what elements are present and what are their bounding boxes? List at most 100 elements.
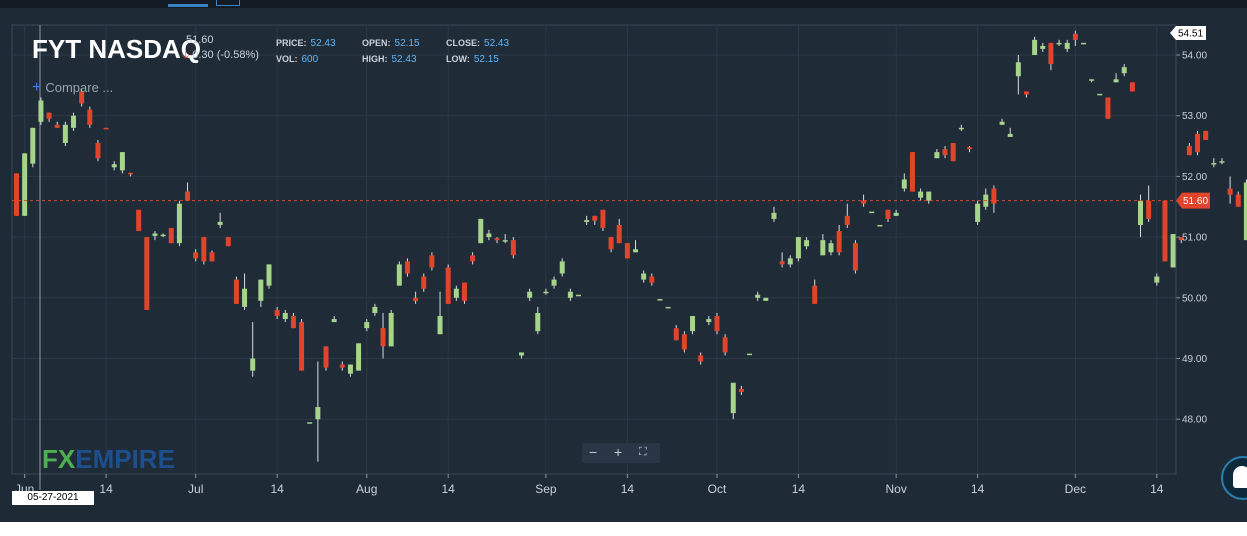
candle-body	[828, 243, 834, 253]
active-tab-indicator[interactable]	[168, 4, 208, 7]
candle	[543, 288, 549, 295]
candle	[136, 209, 142, 232]
x-tick-label: 14	[621, 482, 635, 496]
fullscreen-icon[interactable]: ⛶	[639, 446, 647, 458]
candle	[665, 306, 671, 309]
crosshair-date: 05-27-2021	[12, 491, 94, 505]
candle	[193, 249, 199, 262]
x-tick-label: Jul	[188, 482, 203, 496]
candle-body	[119, 152, 125, 171]
candle-body	[657, 299, 663, 301]
candle	[437, 291, 443, 335]
last-price: 51.60	[186, 34, 214, 46]
candle-body	[1227, 188, 1233, 195]
candle-body	[299, 322, 305, 371]
candle	[356, 343, 362, 371]
candle	[95, 139, 101, 162]
candle	[1105, 97, 1111, 119]
candle-body	[608, 237, 614, 250]
x-tick-label: 14	[442, 482, 456, 496]
candle	[600, 209, 606, 232]
close-field: CLOSE: 52.43	[446, 38, 509, 49]
candle-body	[510, 240, 516, 256]
y-tick-label: 54.00	[1182, 51, 1207, 62]
candle-body	[128, 172, 134, 175]
candle	[315, 361, 321, 462]
compare-button[interactable]: + Compare ...	[32, 79, 113, 97]
candle	[486, 229, 492, 241]
candle-body	[1186, 146, 1192, 156]
candle	[673, 325, 679, 341]
candle-body	[478, 218, 484, 244]
candle	[1170, 234, 1176, 268]
candle	[690, 316, 696, 335]
candle	[111, 161, 117, 171]
high-value: 52.43	[391, 54, 417, 65]
candles	[14, 30, 1247, 462]
candle	[413, 291, 419, 304]
candle-body	[79, 91, 85, 104]
candle	[478, 218, 484, 244]
candle-body	[747, 353, 753, 356]
candle	[893, 209, 899, 216]
x-tick-label: Nov	[885, 482, 906, 496]
candle-body	[168, 227, 174, 244]
candle-body	[706, 319, 712, 323]
candle-body	[445, 267, 451, 304]
candle-body	[193, 252, 199, 259]
candle	[421, 273, 427, 292]
bell-icon	[1233, 466, 1247, 488]
top-price-badge: 54.51	[1170, 26, 1206, 40]
candle-body	[1235, 194, 1241, 207]
candle-body	[787, 258, 793, 265]
open-field: OPEN: 52.15	[362, 38, 420, 49]
plot-area	[11, 24, 1177, 475]
candle	[722, 334, 728, 356]
candle	[331, 316, 337, 323]
zoom-out-button[interactable]: −	[589, 444, 598, 460]
candle-body	[54, 124, 60, 128]
candle	[1138, 194, 1144, 238]
candle-body	[600, 209, 606, 228]
candle-body	[307, 422, 313, 424]
candle-body	[518, 352, 524, 356]
candle-body	[1154, 276, 1160, 283]
candle	[347, 364, 353, 377]
candle	[584, 215, 590, 225]
candle	[958, 124, 964, 131]
zoom-in-button[interactable]: +	[614, 444, 623, 460]
low-field: LOW: 52.15	[446, 54, 499, 65]
x-tick-label: 14	[270, 482, 284, 496]
candle-body	[942, 149, 948, 156]
candle	[1113, 73, 1119, 83]
candle	[282, 309, 288, 323]
candle	[1146, 185, 1152, 222]
candle-body	[1162, 200, 1168, 262]
candle-body	[861, 200, 867, 204]
candle-body	[836, 231, 842, 253]
candle	[877, 224, 883, 227]
candle-body	[673, 328, 679, 341]
candle	[1211, 158, 1217, 168]
candle-body	[1023, 91, 1029, 95]
candle-body	[690, 316, 696, 332]
candle-body	[1048, 42, 1054, 65]
candle-body	[111, 164, 117, 168]
down-arrow-icon: 🡣	[182, 50, 190, 61]
candle	[258, 279, 264, 307]
candle	[185, 182, 191, 201]
candle	[551, 276, 557, 289]
candle	[1007, 127, 1013, 137]
candle-body	[698, 355, 704, 362]
candle-body	[633, 249, 639, 253]
candle-body	[1138, 200, 1144, 225]
high-label: HIGH:	[362, 54, 388, 64]
candle	[152, 231, 158, 241]
notification-bell-button[interactable]	[1221, 456, 1247, 500]
candle	[87, 106, 93, 128]
candle-body	[315, 407, 321, 420]
tab-indicator[interactable]	[216, 0, 240, 6]
y-tick-label: 49.00	[1182, 354, 1207, 365]
candle	[861, 194, 867, 207]
